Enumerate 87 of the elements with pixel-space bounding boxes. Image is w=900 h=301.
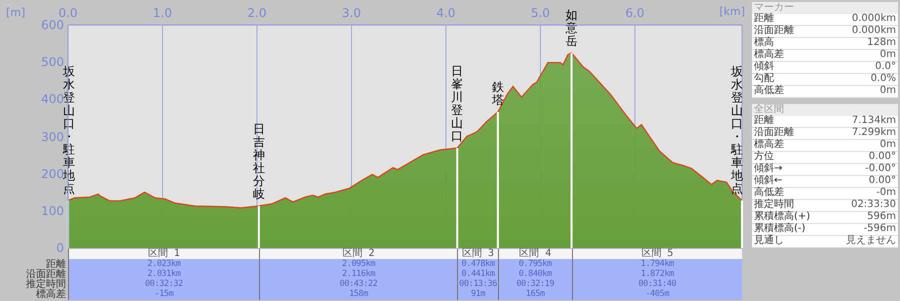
text: 標高差: [754, 139, 784, 150]
y-tick-label: 400: [41, 92, 64, 106]
text: 標高差: [35, 289, 66, 300]
text: 2.116km: [341, 269, 376, 279]
text: マーカー: [752, 2, 898, 14]
annotation: 区間 1: [68, 248, 259, 259]
text: 沿面距離: [754, 127, 794, 138]
text: 0.840km: [518, 269, 553, 279]
text: 推定時間: [25, 279, 66, 290]
text: 累積標高(+): [754, 211, 810, 222]
text: 高低差: [754, 85, 784, 97]
text: 0.000km: [852, 13, 896, 25]
annotation: 区間 4: [498, 248, 572, 259]
text: 00:32:19: [515, 279, 556, 289]
x-tick-label: 2.0: [247, 6, 266, 20]
text: 7.299km: [852, 127, 896, 139]
text: 00:43:22: [338, 279, 378, 289]
text: 距離: [46, 259, 66, 270]
text: 158m: [348, 289, 369, 299]
text: 0m: [880, 49, 896, 61]
text: 7.134km: [852, 115, 896, 127]
text: 累積標高(-): [754, 223, 806, 234]
text: 沿面距離: [25, 269, 66, 280]
x-axis-title: [km]: [719, 5, 745, 18]
text: 0.00°: [868, 151, 896, 163]
text: 2.031km: [146, 269, 182, 279]
text: 128m: [867, 37, 896, 49]
y-tick-label: 300: [41, 130, 64, 144]
text: 高低差: [754, 187, 784, 198]
text: 0.0%: [870, 73, 896, 85]
text: 2.023km: [146, 259, 182, 269]
text: 00:32:32: [144, 279, 184, 289]
text: 0.441km: [460, 269, 496, 279]
text: 傾斜→: [754, 163, 782, 174]
text: 0m: [880, 85, 896, 97]
text: -0.00°: [865, 163, 896, 175]
text: 標高: [754, 37, 774, 48]
ref-line-label: 鉄塔: [490, 80, 504, 107]
text: 方位: [754, 151, 774, 162]
text: 165m: [524, 289, 546, 299]
text: 傾斜: [754, 61, 774, 73]
text: 見えません: [846, 235, 896, 247]
annotation: 区間 5: [572, 248, 742, 259]
text: 坂水登山口・駐車地点: [731, 64, 743, 196]
text: 全区間: [752, 104, 898, 116]
text: 沿面距離: [754, 25, 794, 36]
y-axis-title: [m]: [6, 6, 26, 19]
x-tick-label: 1.0: [152, 6, 172, 20]
text: -15m: [153, 289, 174, 299]
text: -405m: [644, 289, 670, 299]
text: 1.794km: [640, 259, 675, 269]
y-tick-label: 100: [41, 204, 64, 218]
text: 見通し: [754, 235, 784, 247]
text: 2.095km: [341, 259, 376, 269]
text: 0m: [880, 139, 896, 151]
y-tick-label: 0: [56, 241, 64, 255]
text: 勾配: [754, 73, 774, 84]
text: -596m: [864, 223, 896, 235]
x-tick-label: 6.0: [625, 6, 644, 20]
ref-line-label: 日吉神社分岐: [252, 122, 265, 201]
text: 0.795km: [518, 259, 553, 269]
y-tick-label: 600: [41, 18, 64, 32]
text: 596m: [867, 211, 896, 223]
text: 0.000km: [852, 25, 896, 37]
text: 91m: [470, 289, 486, 299]
annotation: 区間 2: [258, 248, 458, 259]
text: 傾斜←: [754, 175, 782, 186]
text: 1.872km: [640, 269, 675, 279]
text: 0.0°: [875, 61, 896, 73]
x-tick-label: 3.0: [342, 6, 361, 20]
text: 02:33:30: [851, 199, 896, 211]
x-tick-label: 0.0: [58, 6, 78, 20]
text: 距離: [754, 13, 774, 25]
text: 0.00°: [868, 175, 896, 187]
text: 距離: [754, 115, 774, 127]
y-tick-label: 500: [41, 55, 64, 70]
x-tick-label: 4.0: [436, 6, 456, 20]
text: 推定時間: [754, 199, 794, 210]
text: 00:13:36: [458, 279, 498, 289]
y-tick-label: 200: [41, 166, 64, 181]
text: 標高差: [754, 49, 784, 60]
ref-line-label: 日峯川登山口: [451, 64, 464, 144]
text: -0m: [876, 187, 896, 199]
text: 0.478km: [460, 259, 496, 269]
text: 00:31:40: [637, 279, 678, 289]
annotation: 区間 3: [457, 248, 498, 259]
x-tick-label: 5.0: [530, 6, 550, 20]
